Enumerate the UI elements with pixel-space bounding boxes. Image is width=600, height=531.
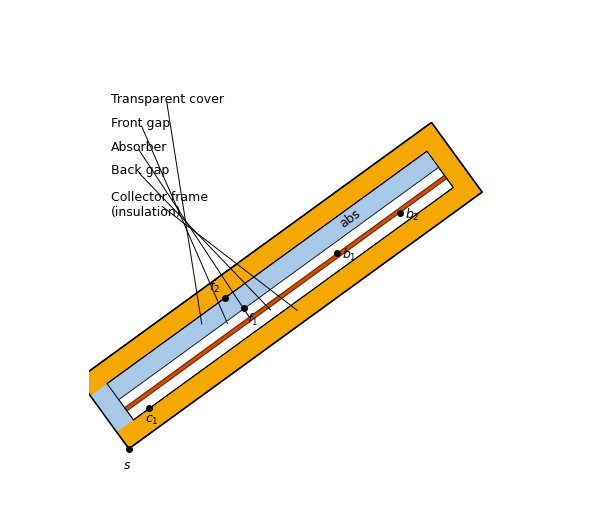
Text: Back gap: Back gap [111, 165, 169, 177]
Text: $f_1$: $f_1$ [247, 312, 259, 328]
Text: abs: abs [337, 207, 363, 230]
Polygon shape [125, 175, 447, 411]
Text: Transparent cover: Transparent cover [111, 93, 224, 106]
Polygon shape [91, 384, 133, 432]
Polygon shape [107, 151, 439, 400]
Text: $b_2$: $b_2$ [404, 207, 419, 222]
Text: Front gap: Front gap [111, 117, 170, 130]
Polygon shape [107, 151, 453, 420]
Text: Absorber: Absorber [111, 141, 167, 153]
Text: $s$: $s$ [123, 459, 131, 472]
Text: $b_1$: $b_1$ [342, 247, 357, 263]
Text: Collector frame
(insulation): Collector frame (insulation) [111, 191, 208, 219]
Text: $c_1$: $c_1$ [145, 414, 158, 427]
Polygon shape [78, 123, 482, 449]
Text: $f_2$: $f_2$ [209, 279, 220, 295]
